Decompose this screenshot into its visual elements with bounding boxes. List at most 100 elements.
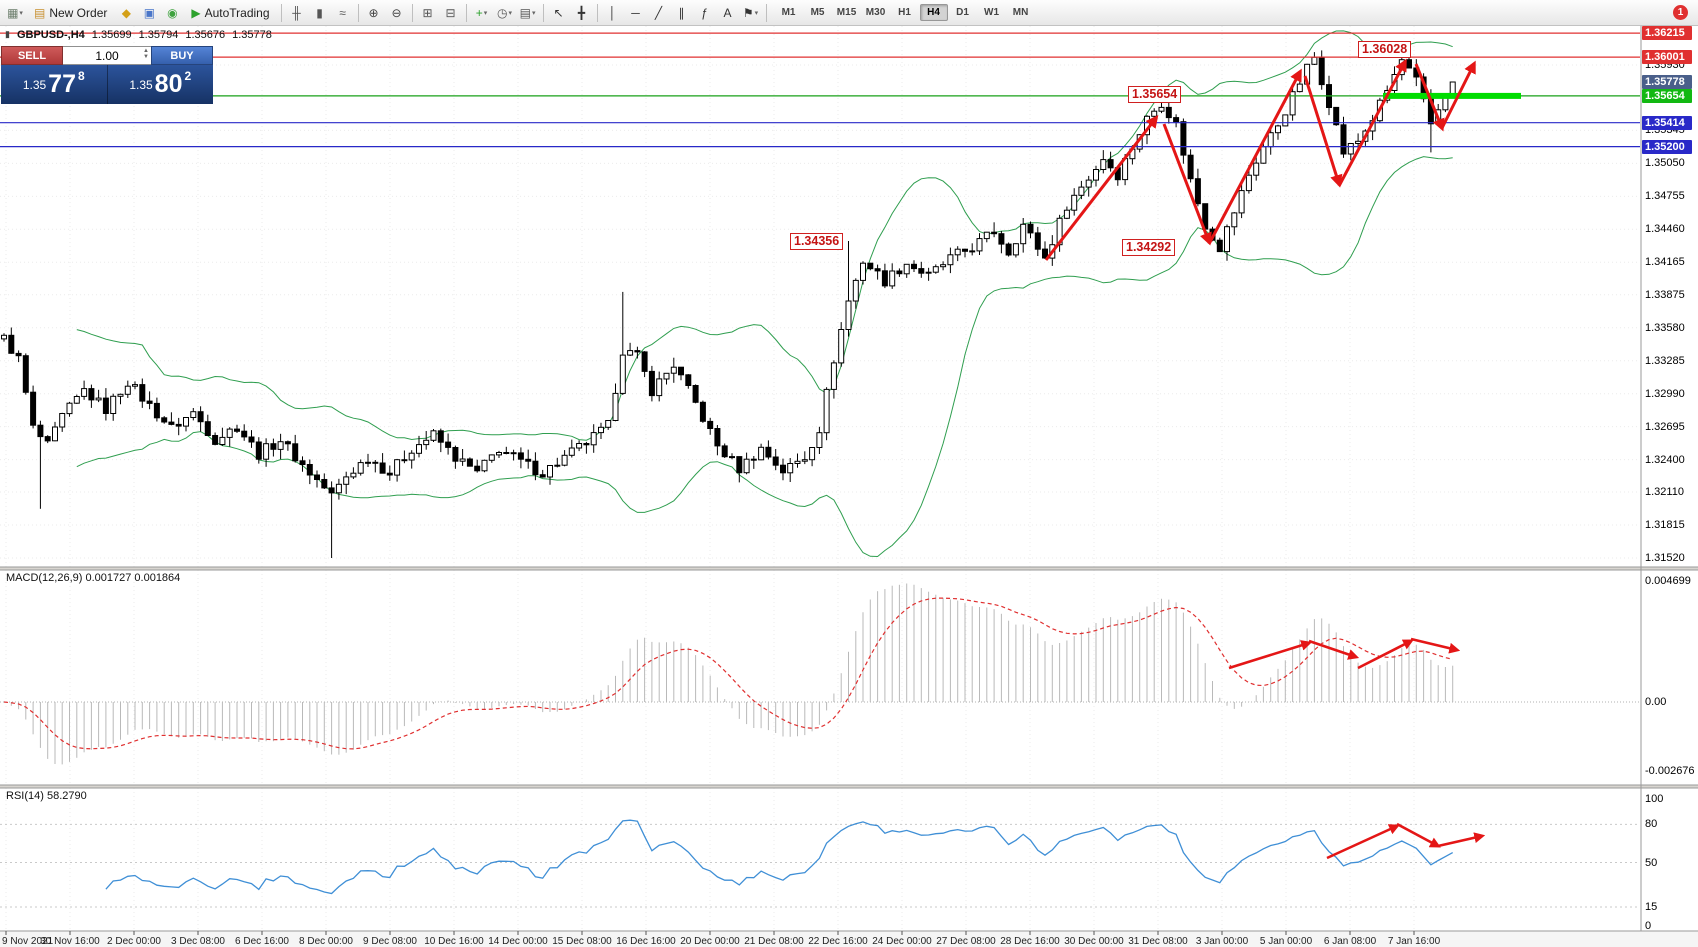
rsi-axis-label: 80 (1645, 818, 1658, 831)
buy-price-sup: 2 (184, 69, 192, 83)
timeframe-m15[interactable]: M15 (836, 7, 857, 18)
line-chart-icon[interactable]: ≈ (332, 3, 354, 23)
zoom-out-icon[interactable]: ⊖ (386, 3, 408, 23)
accounts-icon[interactable]: ▣ (138, 3, 160, 23)
price-annotation: 1.36028 (1358, 41, 1412, 58)
price-axis-label: 1.34165 (1645, 256, 1685, 269)
candlestick-chart-icon[interactable]: ▮ (309, 3, 331, 23)
timeframe-group: M1 M5 M15 M30 H1 H4 D1 W1 MN (775, 4, 1035, 21)
ohlc-low: 1.35676 (185, 29, 226, 41)
chart-window-icon-glyph: ▦ (7, 5, 19, 20)
cursor-icon[interactable]: ↖ (548, 3, 570, 23)
new-chart-icon[interactable]: + ▾ (471, 3, 493, 23)
accounts-icon-glyph: ▣ (143, 5, 156, 20)
svg-text:24 Dec 00:00: 24 Dec 00:00 (872, 936, 932, 947)
svg-text:2 Dec 00:00: 2 Dec 00:00 (107, 936, 161, 947)
price-axis-label: 1.32400 (1645, 453, 1685, 466)
new-order-button[interactable]: ▤ New Order (27, 3, 114, 23)
svg-text:5 Jan 00:00: 5 Jan 00:00 (1260, 936, 1313, 947)
toolbar-separator (542, 3, 544, 22)
tile-windows-icon[interactable]: ⊞ (417, 3, 439, 23)
svg-text:30 Nov 16:00: 30 Nov 16:00 (40, 936, 100, 947)
price-axis-label: 1.31815 (1645, 519, 1685, 532)
rsi-axis-label: 100 (1645, 793, 1664, 805)
zoom-in-icon[interactable]: ⊕ (363, 3, 385, 23)
rsi-axis-label: 15 (1645, 900, 1658, 913)
notification-badge[interactable]: 1 (1673, 5, 1688, 20)
shapes-tool-icon[interactable]: ⚑ ▾ (740, 3, 762, 23)
volume-value: 1.00 (95, 48, 119, 63)
toolbar-separator (357, 3, 359, 22)
timeframe-d1[interactable]: D1 (956, 7, 969, 18)
timeframe-m30[interactable]: M30 (865, 7, 886, 18)
sell-price-big: 77 (48, 70, 76, 98)
text-tool-icon[interactable]: A (717, 3, 739, 23)
timeframe-h4[interactable]: H4 (919, 4, 948, 21)
svg-text:8 Dec 00:00: 8 Dec 00:00 (299, 936, 353, 947)
stepper-up-icon[interactable]: ▲ (143, 48, 149, 54)
timeframe-m5[interactable]: M5 (810, 7, 825, 18)
deposit-icon[interactable]: ◆ (115, 3, 137, 23)
price-axis-label: 1.31520 (1645, 551, 1685, 564)
ohlc-high: 1.35794 (138, 29, 179, 41)
volume-input[interactable]: 1.00 ▲ ▼ (63, 46, 151, 65)
svg-text:27 Dec 08:00: 27 Dec 08:00 (936, 936, 996, 947)
svg-text:9 Nov 2021: 9 Nov 2021 (2, 936, 54, 947)
channel-tool-icon-glyph: ∥ (678, 5, 685, 20)
fibonacci-tool-icon[interactable]: ƒ (694, 3, 716, 23)
cursor-icon-glyph: ↖ (553, 5, 564, 20)
timeframe-w1[interactable]: W1 (984, 7, 1000, 18)
crosshair-icon[interactable]: ╋ (571, 3, 593, 23)
period-icon[interactable]: ◷ ▾ (494, 3, 516, 23)
toolbar: ▦ ▾ ▤ New Order ◆ ▣ ◉ ▶ AutoTrading ╫ ▮ ≈ ⊕ ⊖ ⊞ ⊟ + ▾ ◷ ▾ ▤ ▾… (0, 0, 1698, 26)
buy-button[interactable]: BUY (151, 46, 213, 65)
sell-button[interactable]: SELL (1, 46, 63, 65)
timeframe-m1[interactable]: M1 (781, 7, 796, 18)
macd-axis-label: 0.00 (1645, 696, 1667, 708)
buy-price[interactable]: 1.35 80 2 (108, 65, 214, 104)
volume-stepper[interactable]: ▲ ▼ (143, 48, 149, 60)
toolbar-separator (765, 3, 767, 22)
vertical-line-tool-icon[interactable]: │ (602, 3, 624, 23)
price-axis-badge: 1.35654 (1642, 88, 1692, 103)
price-annotation: 1.34292 (1122, 239, 1176, 256)
new-chart-icon-glyph: + (475, 5, 483, 20)
svg-text:21 Dec 08:00: 21 Dec 08:00 (744, 936, 804, 947)
bar-chart-icon[interactable]: ╫ (286, 3, 308, 23)
templates-icon[interactable]: ▤ ▾ (517, 3, 539, 23)
ohlc-close: 1.35778 (232, 29, 272, 41)
svg-text:22 Dec 16:00: 22 Dec 16:00 (808, 936, 868, 947)
rsi-axis-label: 50 (1645, 856, 1658, 869)
timeframe-h1[interactable]: H1 (898, 7, 911, 18)
trendline-tool-icon-glyph: ╱ (654, 5, 663, 20)
news-icon-glyph: ◉ (167, 5, 178, 20)
sell-price[interactable]: 1.35 77 8 (1, 65, 108, 104)
horizontal-line-tool-icon[interactable]: ─ (625, 3, 647, 23)
price-annotation: 1.35654 (1128, 86, 1182, 103)
timeframe-mn[interactable]: MN (1012, 7, 1029, 18)
price-axis-label: 1.32695 (1645, 420, 1685, 433)
toolbar-separator (465, 3, 467, 22)
svg-text:3 Jan 00:00: 3 Jan 00:00 (1196, 936, 1249, 947)
price-axis-label: 1.33875 (1645, 288, 1685, 301)
toolbar-items: ▦ ▾ ▤ New Order ◆ ▣ ◉ ▶ AutoTrading ╫ ▮ ≈ ⊕ ⊖ ⊞ ⊟ + ▾ ◷ ▾ ▤ ▾… (4, 3, 1035, 23)
price-axis-badge: 1.35414 (1642, 115, 1692, 130)
line-chart-icon-glyph: ≈ (339, 5, 346, 20)
toolbar-separator (280, 3, 282, 22)
trendline-tool-icon[interactable]: ╱ (648, 3, 670, 23)
dropdown-arrow-icon: ▾ (508, 9, 513, 17)
price-axis-badge: 1.35778 (1642, 74, 1692, 89)
dropdown-arrow-icon: ▾ (754, 9, 759, 17)
cascade-windows-icon[interactable]: ⊟ (440, 3, 462, 23)
svg-text:20 Dec 00:00: 20 Dec 00:00 (680, 936, 740, 947)
channel-tool-icon[interactable]: ∥ (671, 3, 693, 23)
chart-window-icon[interactable]: ▦ ▾ (4, 3, 26, 23)
new-order-glyph: ▤ (34, 5, 46, 20)
svg-text:7 Jan 16:00: 7 Jan 16:00 (1388, 936, 1441, 947)
news-icon[interactable]: ◉ (161, 3, 183, 23)
autotrading-button[interactable]: ▶ AutoTrading (184, 3, 276, 23)
stepper-down-icon[interactable]: ▼ (143, 54, 149, 60)
buy-price-small: 1.35 (129, 77, 153, 92)
